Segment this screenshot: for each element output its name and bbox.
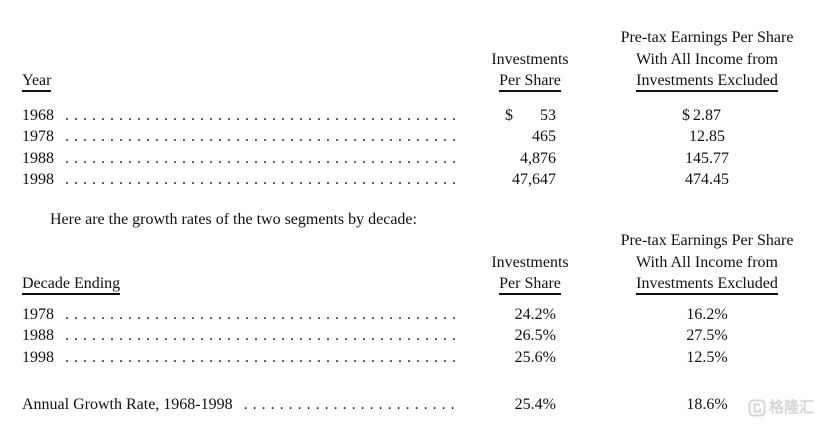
investments-header-line1: Investments [491, 50, 569, 68]
pretax-value: 145.77 [685, 149, 729, 167]
pretax-header-line3: Investments Excluded [607, 70, 807, 92]
gelonghui-watermark: 格隆汇 [748, 399, 814, 417]
table-row: 1988 26.5% 27.5% [22, 325, 807, 347]
table2-pretax-header: Pre-tax Earnings Per Share With All Inco… [607, 230, 807, 295]
dot-leader [65, 304, 458, 326]
table-row: 1998 47,647 474.45 [22, 169, 807, 191]
investments-value: 465 [532, 128, 556, 145]
dot-leader [65, 347, 458, 369]
year-label: 1988 [22, 327, 54, 344]
table2-label-header: Decade Ending [22, 273, 470, 295]
investments-header-line2: Per Share [470, 273, 590, 295]
table1-header: Year Investments Per Share Pre-tax Earni… [22, 27, 807, 92]
dot-leader [65, 169, 458, 191]
table-row: 1988 4,876 145.77 [22, 148, 807, 170]
pretax-growth-value: 27.5% [686, 327, 728, 344]
annual-growth-rate-row: Annual Growth Rate, 1968-1998 25.4% 18.6… [22, 394, 807, 416]
table2-rows: 1978 24.2% 16.2% 1988 26.5% 27.5% 1998 2… [22, 304, 807, 369]
pretax-growth-value: 12.5% [686, 348, 728, 366]
investments-value: 4,876 [520, 149, 556, 167]
dollar-sign: $ [682, 106, 690, 124]
gelonghui-logo-icon [748, 399, 766, 417]
investments-growth-value: 24.2% [514, 305, 556, 323]
pretax-value: $2.87 [607, 105, 807, 127]
pretax-header-line2: With All Income from [636, 50, 778, 68]
year-label: 1998 [22, 171, 54, 188]
table-row: 1968 $53 $2.87 [22, 105, 807, 127]
year-label: 1988 [22, 149, 54, 167]
dot-leader [244, 394, 458, 416]
year-label: 1968 [22, 106, 54, 124]
pretax-growth-value: 16.2% [686, 305, 728, 323]
year-label: 1978 [22, 305, 54, 323]
table2-investments-header: Investments Per Share [470, 252, 590, 295]
table1-label-header: Year [22, 70, 470, 92]
pretax-header-line1: Pre-tax Earnings Per Share [620, 232, 794, 249]
dot-leader [65, 148, 458, 170]
table-row: 1978 24.2% 16.2% [22, 304, 807, 326]
table1-rows: 1968 $53 $2.87 1978 465 12.85 1988 4,876… [22, 105, 807, 191]
investments-value: $53 [470, 105, 590, 127]
pretax-header-line1: Pre-tax Earnings Per Share [620, 29, 794, 46]
investments-header-line1: Investments [491, 253, 569, 271]
pretax-value: 12.85 [689, 128, 725, 145]
table1-investments-header: Investments Per Share [470, 49, 590, 92]
investments-growth-value: 26.5% [514, 327, 556, 344]
pretax-header-line2: With All Income from [636, 253, 778, 271]
table-row: 1998 25.6% 12.5% [22, 347, 807, 369]
investments-growth-value: 25.4% [514, 396, 556, 413]
annual-growth-rate-label: Annual Growth Rate, 1968-1998 [22, 396, 233, 413]
dollar-sign: $ [505, 106, 513, 124]
investments-value: 47,647 [512, 171, 556, 188]
dot-leader [65, 126, 458, 148]
investments-header-line2: Per Share [470, 70, 590, 92]
table-row: 1978 465 12.85 [22, 126, 807, 148]
pretax-header-line3: Investments Excluded [607, 273, 807, 295]
gelonghui-watermark-text: 格隆汇 [768, 399, 814, 416]
pretax-growth-value: 18.6% [686, 396, 728, 413]
year-label: 1978 [22, 128, 54, 145]
intro-paragraph: Here are the growth rates of the two seg… [50, 210, 417, 228]
year-label: 1998 [22, 348, 54, 366]
investments-growth-value: 25.6% [514, 348, 556, 366]
table2-header: Decade Ending Investments Per Share Pre-… [22, 230, 807, 295]
dot-leader [65, 325, 458, 347]
pretax-value: 474.45 [685, 171, 729, 188]
dot-leader [65, 105, 458, 127]
table1-pretax-header: Pre-tax Earnings Per Share With All Inco… [607, 27, 807, 92]
